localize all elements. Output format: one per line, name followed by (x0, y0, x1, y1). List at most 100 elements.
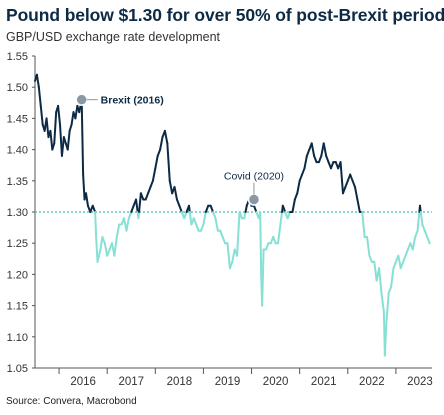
series-segment-above (178, 204, 183, 213)
x-axis-ticks: 2016 2017 2018 2019 2020 2021 2022 2023 (58, 368, 433, 388)
series-segment-below (423, 229, 429, 238)
series-segment-above (209, 204, 215, 213)
series-segment-below (416, 211, 421, 232)
series-segment-below (214, 217, 219, 232)
series-segment-above (168, 179, 174, 195)
series-segment-above (156, 148, 162, 157)
series-segment-below (226, 242, 231, 270)
series-segment-below (195, 223, 200, 232)
series-segment-above (163, 129, 169, 145)
x-tick-label: 2017 (118, 376, 144, 388)
series-segment-below (378, 267, 383, 295)
series-segment-below (202, 211, 207, 226)
series-segment-below (228, 260, 234, 270)
series-segment-above (296, 179, 301, 195)
y-tick-label: 1.55 (7, 51, 28, 63)
series-segment-below (212, 211, 217, 220)
series-segment-above (204, 204, 210, 213)
y-tick-label: 1.05 (7, 363, 28, 375)
series-segment-above (45, 117, 50, 139)
y-tick-label: 1.20 (7, 269, 28, 281)
series-segment-above (154, 154, 159, 170)
series-segment-below (361, 211, 366, 238)
series-segment-below (115, 223, 121, 238)
series-segment-below (113, 235, 118, 257)
series-segment-above (252, 204, 258, 213)
series-segment-below (390, 267, 395, 288)
series-segment-below (101, 235, 106, 245)
series-segment-below (99, 235, 104, 251)
y-tick-label: 1.25 (7, 238, 28, 250)
series-segment-above (60, 136, 65, 157)
chart-source: Source: Convera, Macrobond (6, 396, 137, 407)
y-axis-ticks: 1.05 1.10 1.15 1.20 1.25 1.30 1.35 1.40 1.45 1.50… (7, 51, 35, 375)
series-segment-below (264, 242, 270, 251)
series-segment-above (35, 73, 40, 89)
series-segment-above (293, 192, 299, 201)
series-segment-above (139, 192, 145, 201)
series-segment-above (356, 198, 361, 213)
series-segment-below (286, 211, 292, 220)
series-segment-below (277, 223, 282, 245)
series-segment-below (238, 211, 243, 220)
y-tick-label: 1.35 (7, 176, 28, 188)
y-tick-label: 1.30 (7, 207, 28, 219)
x-tick-label: 2021 (311, 376, 337, 388)
series-segment-above (151, 167, 157, 182)
series-segment-above (51, 142, 56, 151)
annotation-label: Brexit (2016) (101, 95, 164, 107)
x-tick-label: 2022 (359, 376, 385, 388)
series-segment-below (397, 254, 402, 270)
series-segment-below (261, 248, 265, 307)
annotation-label: Covid (2020) (224, 171, 284, 183)
series-segment-above (344, 179, 349, 189)
series-segment-above (325, 154, 330, 164)
series-segment-below (106, 248, 111, 257)
series-segment-below (383, 323, 388, 357)
series-segment-above (298, 173, 304, 182)
series-segment-above (147, 186, 152, 195)
series-segment-above (149, 179, 154, 189)
series-segment-above (138, 192, 142, 213)
series-segment-below (183, 211, 188, 220)
series-segment-below (96, 254, 101, 263)
series-segment-above (62, 136, 67, 145)
series-segment-below (137, 211, 141, 220)
series-segment-below (219, 229, 224, 238)
series-segment-above (85, 192, 89, 207)
series-segment-below (94, 211, 98, 238)
series-segment-below (402, 254, 407, 263)
series-segment-below (236, 211, 241, 257)
x-tick-label: 2016 (70, 376, 96, 388)
series-segment-above (91, 204, 97, 213)
series-segment-above (144, 192, 150, 201)
series-segment-below (231, 248, 236, 263)
series-segment-above (354, 186, 359, 201)
x-tick-label: 2018 (167, 376, 193, 388)
series-segment-above (130, 204, 135, 213)
annotation-layer: Brexit (2016) Covid (2020) (75, 93, 284, 206)
annotation-marker (247, 193, 261, 206)
series-segment-below (404, 248, 409, 257)
series-segment-below (259, 211, 263, 276)
y-tick-label: 1.50 (7, 82, 28, 94)
series-segment-below (414, 229, 419, 238)
series-segment-above (291, 198, 296, 213)
series-layer (34, 73, 431, 357)
series-segment-above (66, 129, 71, 151)
chart-title: Pound below $1.30 for over 50% of post-B… (6, 5, 444, 25)
series-segment-below (200, 223, 205, 232)
series-segment-above (37, 86, 42, 107)
series-segment-below (380, 292, 385, 313)
series-segment-below (279, 211, 284, 226)
series-segment-below (392, 260, 397, 270)
series-segment-below (387, 285, 393, 295)
series-segment-above (166, 142, 171, 182)
series-segment-below (98, 248, 102, 257)
series-segment-above (322, 142, 328, 157)
series-segment-below (426, 235, 431, 245)
series-segment-below (272, 235, 277, 245)
x-tick-label: 2020 (263, 376, 289, 388)
series-segment-above (187, 204, 191, 213)
